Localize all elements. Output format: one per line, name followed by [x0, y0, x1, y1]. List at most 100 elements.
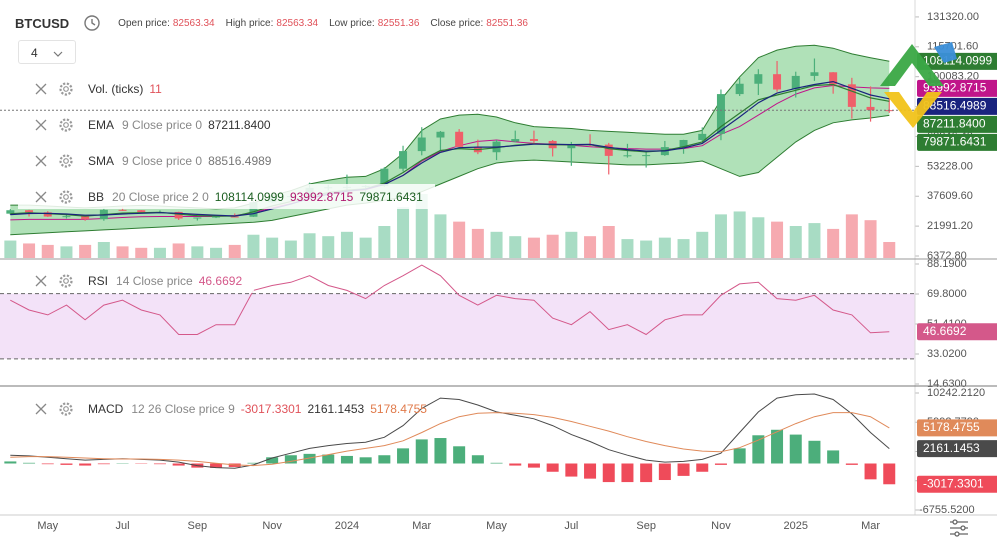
macd-histogram-bar: [23, 462, 36, 464]
volume-bar: [546, 234, 559, 258]
volume-bar: [303, 233, 316, 258]
x-tick-label: Sep: [188, 520, 208, 532]
indicator-legend: EMA 9 Close price 0 87211.8400: [18, 112, 283, 137]
macd-histogram-bar: [509, 463, 522, 466]
volume-bar: [490, 231, 503, 258]
settings-icon[interactable]: [58, 401, 74, 417]
legend-value: 2161.1453: [307, 401, 365, 416]
x-tick-label: Mar: [412, 520, 431, 532]
candle-body: [436, 131, 445, 138]
legend-value: 79871.6431: [359, 189, 423, 204]
settings-icon[interactable]: [58, 117, 74, 133]
volume-bar: [172, 243, 185, 258]
remove-icon[interactable]: [34, 118, 48, 132]
y-tick-label: 14.6300: [927, 378, 967, 390]
candle-body: [118, 209, 127, 211]
candle-body: [249, 202, 258, 217]
remove-icon[interactable]: [34, 154, 48, 168]
legend-params: 14 Close price: [116, 273, 193, 288]
volume-bar: [191, 246, 204, 258]
macd-histogram-bar: [827, 450, 840, 464]
value-badge: [917, 475, 997, 493]
macd-histogram-bar: [714, 463, 727, 465]
y-tick-label: 10242.2120: [927, 387, 985, 399]
interval-value: 4: [31, 46, 38, 60]
macd-histogram-bar: [284, 455, 297, 464]
remove-icon[interactable]: [34, 402, 48, 416]
y-tick-label: -6755.5200: [919, 504, 975, 516]
value-badge-label: 5178.4755: [923, 420, 980, 434]
settings-icon[interactable]: [58, 81, 74, 97]
volume-bar: [79, 244, 92, 258]
sma-line: [10, 80, 890, 217]
macd-histogram-bar: [733, 448, 746, 464]
macd-histogram-bar: [247, 462, 260, 464]
y-tick-label: 88.1900: [927, 258, 967, 270]
volume-bar: [733, 211, 746, 258]
x-tick-label: Jul: [564, 520, 578, 532]
value-badge-label: -3017.3301: [923, 476, 984, 490]
settings-icon[interactable]: [950, 519, 968, 537]
settings-icon[interactable]: [58, 189, 74, 205]
volume-bar: [284, 240, 297, 258]
plot-layer: 6372.8021991.2037609.6053228.0068846.408…: [0, 11, 985, 532]
macd-histogram-bar: [640, 463, 653, 483]
value-badge-label: 87211.8400: [923, 117, 986, 131]
volume-bar: [359, 237, 372, 258]
stat-label: Open price:: [118, 17, 170, 29]
settings-icon[interactable]: [58, 273, 74, 289]
legend-params: 20 Close price 2 0: [112, 189, 209, 204]
macd-histogram-bar: [41, 463, 54, 465]
value-badge: [917, 323, 997, 341]
legend-value: 5178.4755: [370, 401, 427, 416]
volume-bar: [677, 239, 690, 258]
macd-histogram-bar: [789, 434, 802, 464]
candle-body: [81, 216, 90, 220]
candle-body: [25, 210, 34, 213]
stat-label: High price:: [225, 17, 274, 29]
volume-bar: [714, 214, 727, 258]
candle-body: [455, 131, 464, 147]
value-badge: [917, 52, 997, 70]
volume-bar: [135, 247, 148, 258]
macd-histogram-bar: [677, 463, 690, 476]
volume-bar: [527, 237, 540, 258]
rsi-band: [0, 293, 915, 359]
macd-histogram-bar: [303, 453, 316, 464]
candle-body: [43, 212, 52, 217]
macd-histogram-bar: [172, 463, 185, 466]
legend-params: 12 26 Close price 9: [131, 401, 235, 416]
remove-icon[interactable]: [34, 190, 48, 204]
badge-layer: 108114.099993992.871588516.498987211.840…: [917, 52, 997, 493]
interval-dropdown[interactable]: 4: [18, 40, 76, 64]
settings-icon[interactable]: [58, 153, 74, 169]
candle-body: [754, 74, 763, 84]
indicator-legend: MACD 12 26 Close price 9 -3017.3301 2161.14…: [18, 396, 439, 421]
macd-histogram-bar: [359, 457, 372, 464]
macd-histogram-bar: [864, 463, 877, 480]
legend-params: 9 Close price 0: [122, 153, 203, 168]
stat-value: 82551.36: [486, 17, 528, 29]
macd-histogram-bar: [527, 463, 540, 468]
volume-bar: [789, 226, 802, 258]
macd-histogram-bar: [602, 463, 615, 483]
candle-body: [642, 155, 651, 157]
value-badge-label: 108114.0999: [923, 54, 993, 68]
legend-value: 108114.0999: [214, 189, 284, 204]
clock-icon[interactable]: [83, 14, 101, 32]
volume-bar: [397, 207, 410, 258]
y-tick-label: 37609.60: [927, 190, 973, 202]
x-tick-label: Jul: [116, 520, 130, 532]
volume-bar: [453, 221, 466, 258]
x-tick-label: Nov: [711, 520, 731, 532]
volume-bar: [4, 240, 17, 258]
legend-value: -3017.3301: [240, 401, 302, 416]
stat-value: 82551.36: [377, 17, 420, 29]
remove-icon[interactable]: [34, 274, 48, 288]
y-tick-label: 100083.20: [927, 71, 979, 83]
volume-bar: [340, 231, 353, 258]
remove-icon[interactable]: [34, 82, 48, 96]
macd-histogram-bar: [97, 463, 110, 465]
volume-bar: [845, 214, 858, 258]
